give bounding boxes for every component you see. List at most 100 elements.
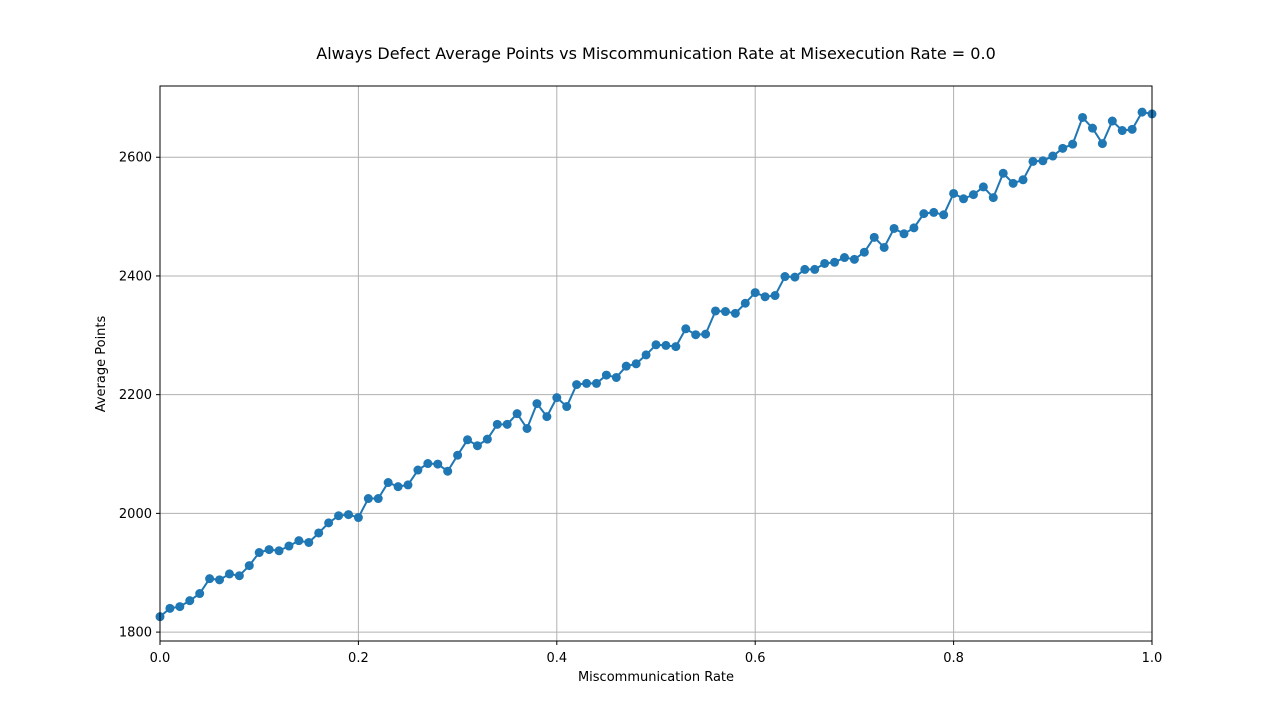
data-point xyxy=(552,393,562,403)
data-point xyxy=(403,480,413,490)
y-tick-label: 2600 xyxy=(119,151,152,166)
data-point xyxy=(939,210,949,220)
data-point xyxy=(482,434,492,444)
data-point xyxy=(324,518,334,528)
data-point xyxy=(453,450,463,460)
data-point xyxy=(879,242,889,252)
data-point xyxy=(1087,123,1097,133)
data-point xyxy=(1018,175,1028,185)
data-point xyxy=(869,232,879,242)
data-point xyxy=(1008,178,1018,188)
data-point xyxy=(1058,143,1068,153)
data-point xyxy=(205,574,215,584)
data-point xyxy=(770,291,780,301)
data-point xyxy=(949,188,959,198)
data-point xyxy=(1048,151,1058,161)
data-point xyxy=(1097,139,1107,149)
data-point xyxy=(1028,156,1038,166)
data-point xyxy=(542,412,552,422)
x-tick-label: 0.4 xyxy=(546,651,567,666)
data-point xyxy=(830,257,840,267)
data-point xyxy=(760,292,770,302)
x-tick-label: 0.2 xyxy=(348,651,369,666)
y-tick-label: 2000 xyxy=(119,507,152,522)
data-point xyxy=(998,168,1008,178)
grid xyxy=(159,86,1153,641)
data-point xyxy=(691,330,701,340)
data-point xyxy=(611,372,621,382)
data-point xyxy=(978,182,988,192)
data-point xyxy=(820,258,830,268)
y-axis-label: Average Points xyxy=(94,315,109,412)
data-point xyxy=(522,424,532,433)
data-point xyxy=(849,254,859,264)
x-tick-label: 0.6 xyxy=(745,651,766,666)
data-point xyxy=(274,546,284,556)
y-tick-label: 2200 xyxy=(119,388,152,403)
data-point xyxy=(264,545,274,555)
y-tick-label: 2400 xyxy=(119,269,152,284)
data-point xyxy=(591,378,601,388)
data-point xyxy=(1107,116,1117,126)
data-point xyxy=(899,229,909,239)
data-point xyxy=(234,571,244,581)
data-point xyxy=(383,478,393,488)
data-point xyxy=(929,207,939,217)
y-tick-label: 1800 xyxy=(119,626,152,641)
data-point xyxy=(284,541,294,551)
data-point xyxy=(244,561,254,571)
data-point xyxy=(224,569,234,579)
data-point xyxy=(1038,156,1048,166)
data-point xyxy=(463,435,473,445)
data-series xyxy=(155,107,1157,622)
data-point xyxy=(512,409,522,419)
data-point xyxy=(562,402,572,412)
y-axis: 1800 2000 2200 2400 2600 xyxy=(119,151,160,641)
data-point xyxy=(373,494,383,504)
data-point xyxy=(502,419,512,429)
data-point xyxy=(681,324,691,334)
data-point xyxy=(334,511,344,521)
plot-frame xyxy=(159,85,1153,642)
data-point xyxy=(1117,126,1127,136)
data-point xyxy=(968,190,978,200)
data-point xyxy=(909,223,919,233)
data-point xyxy=(175,602,185,612)
data-point xyxy=(294,536,304,546)
data-point xyxy=(661,340,671,350)
data-point xyxy=(472,441,482,451)
data-point xyxy=(363,494,373,504)
data-point xyxy=(304,537,314,547)
data-point xyxy=(165,603,175,613)
data-point xyxy=(1137,107,1147,117)
data-point xyxy=(631,359,641,369)
data-point xyxy=(314,528,324,538)
data-point xyxy=(572,380,582,390)
chart-title: Always Defect Average Points vs Miscommu… xyxy=(316,44,996,63)
x-tick-label: 1.0 xyxy=(1142,651,1163,666)
data-point xyxy=(810,264,820,274)
data-point xyxy=(185,596,195,606)
data-point xyxy=(215,575,225,585)
data-point xyxy=(780,272,790,282)
data-point xyxy=(1127,124,1137,134)
data-point xyxy=(701,329,711,339)
data-point xyxy=(353,513,363,523)
data-point xyxy=(959,194,969,204)
data-point xyxy=(621,361,631,371)
data-point xyxy=(800,264,810,274)
data-point xyxy=(641,350,651,360)
data-point xyxy=(740,298,750,308)
x-tick-label: 0.8 xyxy=(943,651,964,666)
data-point xyxy=(433,459,443,469)
data-point xyxy=(671,342,681,352)
x-axis: 0.0 0.2 0.4 0.6 0.8 1.0 xyxy=(150,641,1163,666)
data-point xyxy=(254,548,264,558)
data-point xyxy=(423,459,433,469)
x-axis-label: Miscommunication Rate xyxy=(578,670,734,685)
data-point xyxy=(651,340,661,350)
data-point xyxy=(889,223,899,233)
data-point xyxy=(343,510,353,520)
data-point xyxy=(790,272,800,282)
